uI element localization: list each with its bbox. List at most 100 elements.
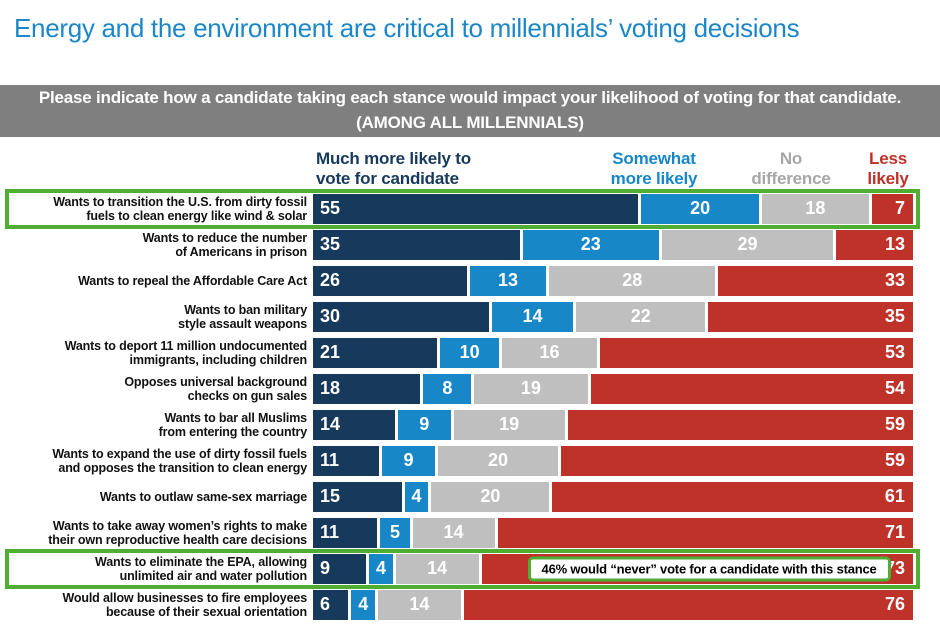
row-bars: 15 4 20 61: [313, 481, 913, 512]
bar-segment-somewhat: 4: [369, 553, 393, 584]
row-label: Wants to reduce the number of Americans …: [142, 230, 308, 259]
row-bars: 11 5 14 71: [313, 517, 913, 548]
bar-segment-much-more: 26: [313, 265, 467, 296]
bar-value: 6: [320, 594, 331, 615]
header-somewhat-more-likely: Somewhat more likely: [610, 148, 698, 188]
bar-segment-much-more: 18: [313, 373, 421, 404]
bar-value: 5: [389, 522, 400, 543]
bar-value: 20: [690, 198, 711, 219]
bar-segment-no-difference: 14: [395, 553, 479, 584]
question-subtitle: (AMONG ALL MILLENNIALS): [356, 112, 584, 132]
bar-segment-no-difference: 22: [576, 301, 706, 332]
row-label: Wants to transition the U.S. from dirty …: [53, 194, 307, 223]
bar-value: 10: [459, 342, 480, 363]
bar-segment-somewhat: 8: [423, 373, 472, 404]
bar-value: 16: [539, 342, 560, 363]
row-bars: 18 8 19 54: [313, 373, 913, 404]
annotation-never-vote: 46% would “never” vote for a candidate w…: [527, 556, 891, 582]
bar-segment-less: 61: [552, 481, 913, 512]
row-label: Wants to outlaw same-sex marriage: [99, 489, 307, 504]
bar-segment-less: 35: [708, 301, 913, 332]
chart-row: Wants to ban military style assault weap…: [13, 301, 913, 332]
bar-value: 9: [403, 450, 414, 471]
bar-segment-somewhat: 14: [491, 301, 574, 332]
row-bars: 26 13 28 33: [313, 265, 913, 296]
bar-segment-somewhat: 13: [469, 265, 547, 296]
chart-rows: Wants to transition the U.S. from dirty …: [0, 188, 940, 620]
row-bars: 55 20 18 7: [313, 193, 913, 224]
bar-segment-much-more: 55: [313, 193, 639, 224]
bar-segment-somewhat: 9: [397, 409, 451, 440]
bar-value: 14: [427, 558, 448, 579]
question-banner: Please indicate how a candidate taking e…: [0, 84, 940, 137]
bar-value: 9: [320, 558, 331, 579]
bar-value: 55: [320, 198, 341, 219]
row-label: Wants to bar all Muslims from entering t…: [158, 410, 307, 439]
bar-segment-less: 59: [560, 445, 913, 476]
header-no-difference: No difference: [751, 148, 831, 188]
bar-segment-less: 73 46% would “never” vote for a candidate…: [481, 553, 913, 584]
bar-value: 7: [894, 198, 905, 219]
bar-segment-no-difference: 16: [502, 337, 597, 368]
bar-segment-much-more: 11: [313, 517, 378, 548]
bar-segment-no-difference: 14: [412, 517, 495, 548]
question-text: Please indicate how a candidate taking e…: [38, 88, 902, 108]
bar-segment-much-more: 30: [313, 301, 489, 332]
row-bars: 21 10 16 53: [313, 337, 913, 368]
row-bars: 9 4 14 73 46% would “never” vote for a candi…: [313, 553, 913, 584]
row-bars: 30 14 22 35: [313, 301, 913, 332]
chart-row: Wants to reduce the number of Americans …: [13, 229, 913, 260]
bar-segment-much-more: 6: [313, 589, 349, 620]
chart-row: Wants to eliminate the EPA, allowing unl…: [5, 548, 920, 589]
bar-value: 19: [520, 378, 541, 399]
bar-value: 4: [358, 594, 369, 615]
bar-value: 59: [884, 414, 905, 435]
bar-value: 20: [488, 450, 509, 471]
page-title: Energy and the environment are critical …: [14, 13, 800, 43]
row-label: Wants to take away women’s rights to mak…: [48, 518, 307, 547]
chart-row: Wants to repeal the Affordable Care Act 2…: [13, 265, 913, 296]
bar-value: 14: [320, 414, 341, 435]
bar-value: 35: [884, 306, 905, 327]
row-bars: 6 4 14 76: [313, 589, 913, 620]
bar-segment-much-more: 15: [313, 481, 402, 512]
bar-segment-somewhat: 20: [641, 193, 760, 224]
bar-value: 4: [411, 486, 422, 507]
bar-segment-somewhat: 4: [404, 481, 429, 512]
bar-value: 53: [884, 342, 905, 363]
bar-segment-less: 71: [497, 517, 913, 548]
bar-segment-much-more: 14: [313, 409, 395, 440]
chart-row: Opposes universal background checks on g…: [13, 373, 913, 404]
row-bars: 14 9 19 59: [313, 409, 913, 440]
bar-segment-less: 54: [590, 373, 913, 404]
bar-value: 11: [320, 450, 340, 471]
bar-value: 20: [480, 486, 501, 507]
bar-value: 59: [884, 450, 905, 471]
bar-segment-no-difference: 19: [453, 409, 565, 440]
bar-value: 23: [580, 234, 601, 255]
bar-segment-somewhat: 4: [351, 589, 376, 620]
bar-value: 76: [884, 594, 905, 615]
bar-segment-somewhat: 5: [380, 517, 410, 548]
chart-row: Wants to bar all Muslims from entering t…: [13, 409, 913, 440]
bar-segment-much-more: 9: [313, 553, 367, 584]
bar-value: 15: [320, 486, 341, 507]
bar-value: 54: [884, 378, 905, 399]
bar-value: 14: [522, 306, 543, 327]
bar-value: 18: [320, 378, 341, 399]
bar-segment-no-difference: 20: [431, 481, 550, 512]
bar-value: 22: [630, 306, 651, 327]
bar-segment-no-difference: 20: [438, 445, 558, 476]
bar-value: 19: [499, 414, 520, 435]
row-bars: 35 23 29 13: [313, 229, 913, 260]
bar-segment-much-more: 21: [313, 337, 438, 368]
bar-segment-no-difference: 14: [378, 589, 461, 620]
bar-segment-no-difference: 28: [549, 265, 715, 296]
row-label: Wants to ban military style assault weap…: [178, 302, 307, 331]
bar-value: 14: [443, 522, 464, 543]
bar-segment-somewhat: 9: [381, 445, 436, 476]
bar-value: 29: [737, 234, 758, 255]
bar-value: 18: [805, 198, 826, 219]
bar-value: 33: [884, 270, 905, 291]
